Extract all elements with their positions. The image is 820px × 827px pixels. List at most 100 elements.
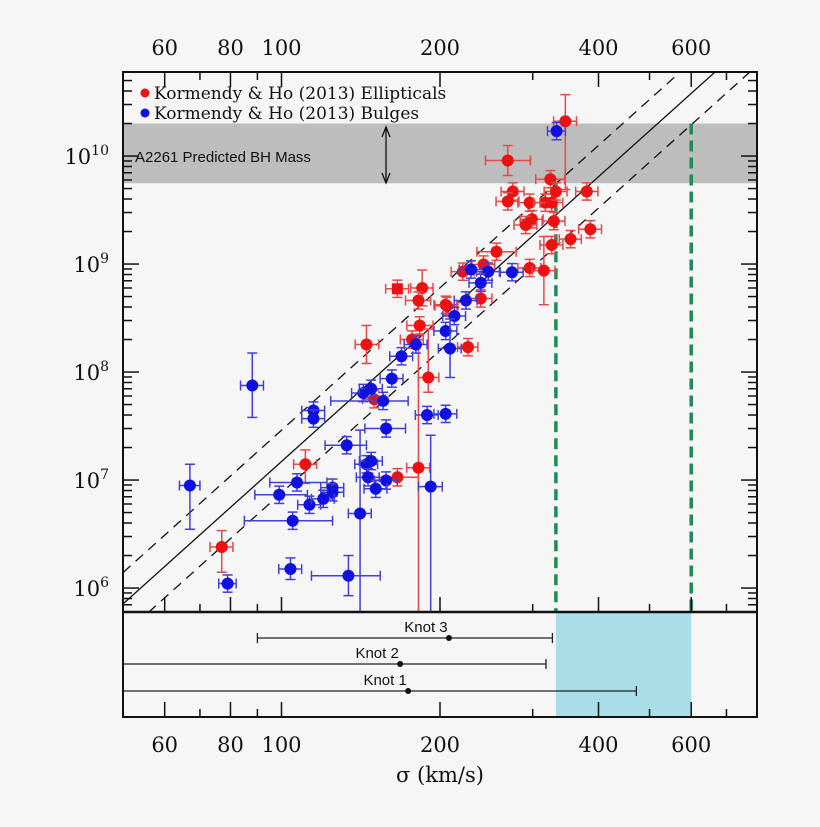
bulge-point xyxy=(441,306,467,326)
point-marker xyxy=(183,479,196,492)
point-marker xyxy=(286,514,299,527)
point-marker xyxy=(246,379,259,392)
bulge-point xyxy=(277,557,303,581)
band-label: A2261 Predicted BH Mass xyxy=(135,149,311,166)
bulge-point xyxy=(310,489,336,509)
bulge-point xyxy=(546,121,567,141)
elliptical-point xyxy=(434,296,459,316)
bulge-point xyxy=(300,409,326,429)
point-marker xyxy=(545,239,558,252)
scatter-line xyxy=(147,72,751,612)
y-tick-label: 109 xyxy=(73,251,109,277)
point-marker xyxy=(490,245,503,258)
point-marker xyxy=(580,185,593,198)
legend-marker-ellipticals xyxy=(140,88,150,98)
point-marker xyxy=(439,324,452,337)
bulge-point xyxy=(433,321,458,341)
point-marker xyxy=(377,394,390,407)
point-marker xyxy=(549,185,562,198)
bulge-point xyxy=(269,473,328,492)
bulge-point xyxy=(458,260,483,279)
point-marker xyxy=(547,215,560,228)
point-marker xyxy=(380,474,393,487)
elliptical-point xyxy=(405,334,431,612)
point-marker xyxy=(506,185,519,198)
point-marker xyxy=(317,492,330,505)
point-marker xyxy=(413,319,426,332)
point-marker xyxy=(299,458,312,471)
bulge-point xyxy=(358,451,384,471)
data-points xyxy=(178,93,603,612)
elliptical-point xyxy=(500,182,525,201)
relation-line xyxy=(123,72,717,605)
elliptical-point xyxy=(410,269,434,307)
point-marker xyxy=(380,422,393,435)
point-marker xyxy=(290,476,303,489)
elliptical-point xyxy=(484,144,532,177)
green-vertical-lines xyxy=(554,123,693,612)
point-marker xyxy=(439,407,452,420)
elliptical-point xyxy=(574,182,599,201)
point-marker xyxy=(559,115,572,128)
bulge-point xyxy=(254,485,309,505)
point-marker xyxy=(342,569,355,582)
point-marker xyxy=(564,233,577,246)
point-marker xyxy=(501,195,514,208)
elliptical-point xyxy=(541,211,566,231)
bulge-point xyxy=(379,369,404,388)
point-marker xyxy=(307,412,320,425)
knot-label: Knot 3 xyxy=(404,619,447,636)
elliptical-point xyxy=(468,289,493,308)
point-marker xyxy=(501,154,514,167)
x-tick-label-bottom: 60 xyxy=(151,733,178,757)
elliptical-point xyxy=(552,93,578,191)
x-tick-label-bottom: 80 xyxy=(217,733,244,757)
tick-labels: 60 60 80 80 100 100 200 200 400 400 600 600 106 107 10… xyxy=(64,36,711,757)
bulge-point xyxy=(363,479,388,499)
point-marker xyxy=(537,264,550,277)
bulge-point xyxy=(217,574,237,593)
point-marker xyxy=(459,294,472,307)
point-marker xyxy=(409,338,422,351)
knot-marker xyxy=(397,661,404,667)
x-axis-label: σ (km/s) xyxy=(396,763,484,787)
point-marker xyxy=(523,261,536,274)
x-tick-label-bottom: 100 xyxy=(261,733,301,757)
elliptical-point xyxy=(517,258,542,278)
knot-measurements: Knot 3 Knot 2 Knot 1 xyxy=(123,619,637,696)
legend: Kormendy & Ho (2013) Ellipticals Kormend… xyxy=(140,84,446,124)
bulge-point xyxy=(468,273,493,293)
point-marker xyxy=(464,263,477,276)
x-tick-label-bottom: 400 xyxy=(578,733,618,757)
knot-1: Knot 1 xyxy=(123,672,637,696)
point-marker xyxy=(412,294,425,307)
legend-label-bulges: Kormendy & Ho (2013) Bulges xyxy=(154,104,419,124)
knot-marker xyxy=(445,635,452,641)
elliptical-point xyxy=(406,316,434,335)
knot-label: Knot 2 xyxy=(355,645,398,662)
elliptical-point xyxy=(354,324,380,365)
y-tick-label: 107 xyxy=(73,467,109,493)
y-tick-label: 106 xyxy=(73,575,109,601)
band-rect xyxy=(123,123,757,184)
point-marker xyxy=(215,540,228,553)
knot-3: Knot 3 xyxy=(256,619,554,643)
point-marker xyxy=(416,282,429,294)
knot-marker xyxy=(405,688,412,694)
point-marker xyxy=(221,577,234,590)
point-marker xyxy=(474,276,487,289)
bulge-point xyxy=(389,346,414,366)
bulge-point xyxy=(243,511,334,531)
bulge-point xyxy=(329,391,409,411)
bulge-point xyxy=(364,419,407,438)
point-marker xyxy=(284,563,297,576)
point-marker xyxy=(519,218,532,231)
point-marker xyxy=(326,486,339,499)
x-tick-label-top: 400 xyxy=(578,36,618,60)
bulge-point xyxy=(347,429,372,612)
point-marker xyxy=(444,342,457,355)
range-box-rect xyxy=(555,612,692,717)
relation-lines xyxy=(123,72,751,612)
elliptical-point xyxy=(417,328,440,393)
